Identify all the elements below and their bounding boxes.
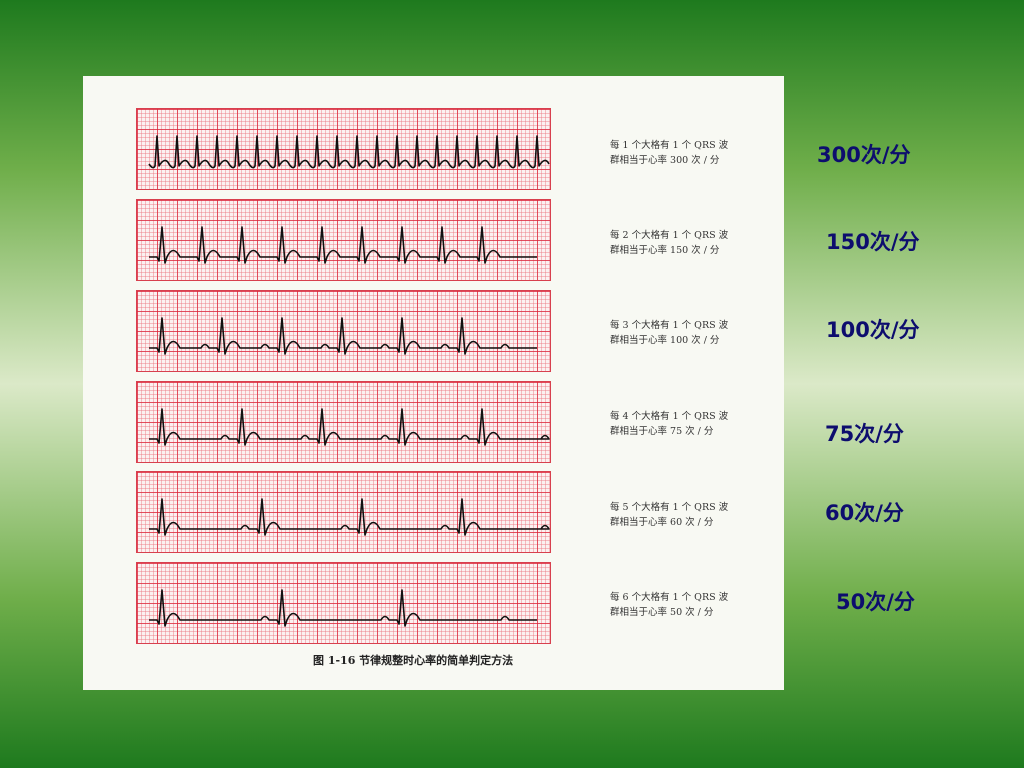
caption-3-line2: 群相当于心率 100 次 / 分 (610, 335, 720, 346)
ecg-waveform (148, 135, 550, 169)
ecg-trace-4 (149, 408, 550, 446)
caption-2-line2: 群相当于心率 150 次 / 分 (610, 245, 720, 256)
rate-label-6: 50次/分 (836, 590, 915, 614)
ecg-waveform (149, 589, 537, 627)
ecg-trace-6 (149, 589, 537, 627)
ecg-strip-1 (136, 108, 551, 190)
ecg-waveform (149, 226, 537, 264)
ecg-trace-5 (149, 498, 550, 536)
caption-5: 每 5 个大格有 1 个 QRS 波 群相当于心率 60 次 / 分 (610, 500, 770, 530)
caption-6: 每 6 个大格有 1 个 QRS 波 群相当于心率 50 次 / 分 (610, 590, 770, 620)
caption-2-line1: 每 2 个大格有 1 个 QRS 波 (610, 230, 729, 241)
caption-4-line2: 群相当于心率 75 次 / 分 (610, 426, 714, 437)
caption-3: 每 3 个大格有 1 个 QRS 波 群相当于心率 100 次 / 分 (610, 318, 770, 348)
rate-label-5: 60次/分 (825, 501, 904, 525)
rate-label-4: 75次/分 (825, 422, 904, 446)
ecg-waveform (149, 498, 550, 536)
ecg-trace-2 (149, 226, 537, 264)
caption-6-line2: 群相当于心率 50 次 / 分 (610, 607, 714, 618)
ecg-strip-6 (136, 562, 551, 644)
ecg-strip-5 (136, 471, 551, 553)
ecg-strip-4 (136, 381, 551, 463)
caption-2: 每 2 个大格有 1 个 QRS 波 群相当于心率 150 次 / 分 (610, 228, 770, 258)
caption-4-line1: 每 4 个大格有 1 个 QRS 波 (610, 411, 729, 422)
ecg-waveform (149, 408, 550, 446)
caption-1-line1: 每 1 个大格有 1 个 QRS 波 (610, 140, 729, 151)
caption-1-line2: 群相当于心率 300 次 / 分 (610, 155, 720, 166)
rate-label-3: 100次/分 (826, 318, 920, 342)
ecg-strip-2 (136, 199, 551, 281)
figure-caption: 图 1-16 节律规整时心率的简单判定方法 (313, 654, 514, 667)
caption-5-line2: 群相当于心率 60 次 / 分 (610, 517, 714, 528)
caption-5-line1: 每 5 个大格有 1 个 QRS 波 (610, 502, 729, 513)
caption-3-line1: 每 3 个大格有 1 个 QRS 波 (610, 320, 729, 331)
rate-label-1: 300次/分 (817, 143, 911, 167)
caption-6-line1: 每 6 个大格有 1 个 QRS 波 (610, 592, 729, 603)
rate-label-2: 150次/分 (826, 230, 920, 254)
ecg-strip-3 (136, 290, 551, 372)
textbook-figure: 每 1 个大格有 1 个 QRS 波 群相当于心率 300 次 / 分 每 2 … (83, 76, 784, 690)
ecg-trace-3 (149, 317, 537, 355)
caption-1: 每 1 个大格有 1 个 QRS 波 群相当于心率 300 次 / 分 (610, 138, 770, 168)
caption-4: 每 4 个大格有 1 个 QRS 波 群相当于心率 75 次 / 分 (610, 409, 770, 439)
ecg-waveform (149, 317, 537, 355)
ecg-trace-1 (148, 135, 550, 169)
